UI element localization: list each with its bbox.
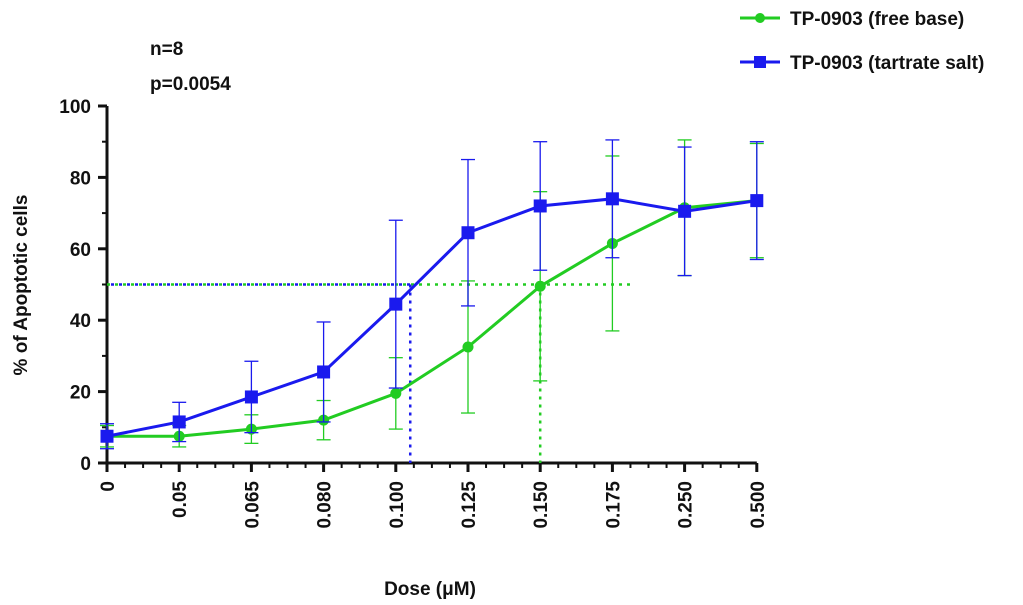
x-tick-label: 0.125: [459, 481, 480, 529]
legend-label-free-base: TP-0903 (free base): [790, 9, 964, 30]
axes: 0 20 40 60 80 100 0 0.05 0.065 0.080 0.100 0.125 0.1…: [59, 97, 769, 529]
y-tick-label: 100: [59, 97, 91, 118]
series-tartrate-salt: [100, 139, 764, 450]
data-point: [534, 280, 546, 292]
series-line: [106, 197, 758, 438]
legend: TP-0903 (free base) TP-0903 (tartrate sa…: [740, 9, 984, 74]
legend-marker-free-base: [755, 13, 765, 23]
legend-item-free-base: TP-0903 (free base): [740, 9, 964, 30]
data-point: [317, 365, 331, 379]
series-line: [107, 199, 757, 438]
y-tick-label: 20: [70, 383, 91, 404]
y-tick-label: 60: [70, 240, 91, 261]
data-point: [100, 429, 114, 443]
x-tick-label: 0.150: [531, 481, 552, 529]
plot-area: [100, 139, 764, 450]
data-point: [172, 415, 186, 429]
x-tick-label: 0.065: [242, 481, 263, 529]
data-point: [389, 297, 403, 311]
legend-label-tartrate-salt: TP-0903 (tartrate salt): [790, 53, 984, 74]
data-point: [678, 204, 692, 218]
x-tick-label: 0.05: [170, 481, 191, 518]
series-free-base: [100, 139, 764, 448]
x-tick-label: 0.100: [387, 481, 408, 529]
x-tick-label: 0.250: [676, 481, 697, 529]
x-axis-title: Dose (μM): [384, 579, 476, 600]
x-tick-label: 0.175: [603, 481, 624, 529]
x-tick-label: 0.500: [748, 481, 769, 529]
p-annotation: p=0.0054: [150, 74, 231, 95]
data-point: [390, 387, 402, 399]
y-axis-title: % of Apoptotic cells: [11, 195, 32, 376]
data-point: [244, 390, 258, 404]
data-point: [605, 192, 619, 206]
y-tick-label: 80: [70, 168, 91, 189]
data-point: [750, 194, 764, 208]
legend-item-tartrate-salt: TP-0903 (tartrate salt): [740, 53, 984, 74]
n-annotation: n=8: [150, 39, 183, 60]
data-point: [461, 226, 475, 240]
data-point: [462, 341, 474, 353]
y-tick-label: 40: [70, 311, 91, 332]
y-tick-label: 0: [80, 454, 91, 475]
legend-marker-tartrate-salt: [754, 56, 766, 68]
data-point: [533, 199, 547, 213]
x-tick-label: 0: [98, 481, 119, 492]
x-tick-label: 0.080: [315, 481, 336, 529]
